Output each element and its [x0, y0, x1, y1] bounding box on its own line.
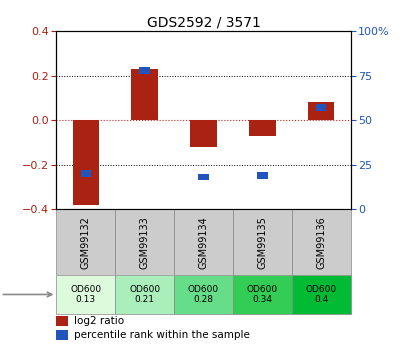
Text: GSM99136: GSM99136 [316, 216, 326, 269]
Bar [131, 69, 158, 120]
Bar [198, 174, 209, 180]
Bar [190, 120, 217, 147]
Text: GSM99132: GSM99132 [81, 216, 91, 269]
Bar [233, 275, 292, 314]
Text: OD600
0.28: OD600 0.28 [188, 285, 219, 304]
Text: GSM99135: GSM99135 [258, 216, 267, 269]
Bar [56, 275, 115, 314]
Text: OD600
0.21: OD600 0.21 [129, 285, 160, 304]
Bar [73, 120, 99, 205]
Bar [56, 316, 68, 326]
Text: OD600
0.4: OD600 0.4 [305, 285, 337, 304]
Bar [56, 209, 115, 275]
Text: OD600
0.34: OD600 0.34 [247, 285, 278, 304]
Text: OD600
0.13: OD600 0.13 [70, 285, 102, 304]
Bar [174, 209, 233, 275]
Bar [257, 172, 268, 179]
Text: GSM99133: GSM99133 [140, 216, 150, 269]
Text: percentile rank within the sample: percentile rank within the sample [74, 331, 250, 341]
Bar [81, 170, 91, 177]
Bar [115, 275, 174, 314]
Bar [292, 275, 351, 314]
Text: GSM99134: GSM99134 [199, 216, 208, 269]
Bar [316, 104, 326, 111]
Bar [115, 209, 174, 275]
Title: GDS2592 / 3571: GDS2592 / 3571 [147, 16, 260, 30]
Bar [249, 120, 276, 136]
Bar [233, 209, 292, 275]
Bar [56, 331, 68, 340]
Bar [292, 209, 351, 275]
Text: growth protocol: growth protocol [0, 289, 52, 299]
Text: log2 ratio: log2 ratio [74, 316, 124, 326]
Bar [174, 275, 233, 314]
Bar [308, 102, 334, 120]
Bar [139, 67, 150, 73]
